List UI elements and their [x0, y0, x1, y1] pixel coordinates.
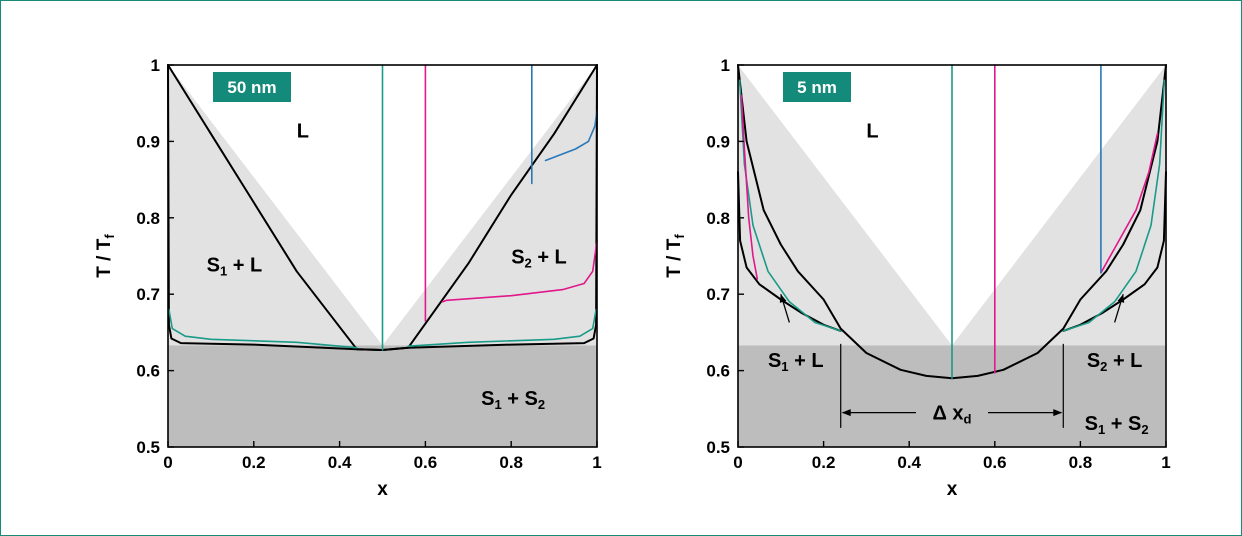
series-line-teal-4 — [1062, 79, 1166, 332]
series-line-black-1 — [737, 171, 842, 332]
series-line-magenta-8 — [1100, 133, 1159, 274]
plot-frame — [737, 64, 1167, 448]
region-label-3: S1 + S2 — [481, 388, 545, 412]
size-badge — [213, 72, 291, 102]
bulk-two-phase-region — [168, 65, 597, 346]
size-badge-label: 5 nm — [797, 78, 837, 97]
x-tick-label: 1 — [592, 453, 601, 472]
x-tick-label: 0.6 — [414, 453, 438, 472]
x-tick-label: 0.2 — [242, 453, 266, 472]
series-line-teal-3 — [738, 79, 842, 332]
x-axis-label: x — [377, 479, 388, 500]
region-label-2: S2 + L — [511, 247, 567, 271]
x-tick-label: 0.8 — [499, 453, 523, 472]
region-label-0: L — [866, 121, 878, 143]
label-arrow-head-0 — [779, 294, 787, 303]
x-tick-label: 0.8 — [1069, 453, 1093, 472]
y-tick-label: 0.9 — [706, 132, 730, 151]
series-line-teal-2 — [168, 308, 358, 349]
x-tick-label: 0 — [733, 453, 742, 472]
region-label-2: S2 + L — [1087, 350, 1143, 374]
x-tick-label: 0.6 — [983, 453, 1007, 472]
y-axis-label: T / Tf — [94, 234, 117, 278]
y-tick-label: 1 — [151, 56, 160, 75]
y-tick-label: 0.9 — [136, 132, 160, 151]
y-axis-label: T / Tf — [664, 234, 687, 278]
region-label-1: S1 + L — [207, 254, 263, 278]
x-tick-label: 1 — [1161, 453, 1170, 472]
x-tick-label: 0 — [163, 453, 172, 472]
y-tick-label: 0.8 — [706, 209, 730, 228]
series-line-teal-3 — [407, 308, 597, 348]
panel-5nm: Δ xd 0 0.2 0.4 0.6 0.8 1 0.5 0.6 0.7 0.8 0.9 1 x T / T… — [664, 56, 1171, 500]
size-badge-label: 50 nm — [227, 78, 276, 97]
x-tick-label: 0.4 — [897, 453, 921, 472]
y-tick-label: 0.5 — [136, 438, 160, 457]
y-tick-label: 0.6 — [136, 362, 160, 381]
panel-50nm: 0 0.2 0.4 0.6 0.8 1 0.5 0.6 0.7 0.8 0.9 1 x T / Tf 50 … — [94, 56, 602, 500]
region-label-0: L — [297, 121, 309, 143]
y-tick-label: 0.7 — [136, 285, 160, 304]
x-axis-label: x — [947, 479, 958, 500]
dimension-left-arrowhead — [841, 409, 851, 417]
solid-region — [168, 345, 597, 447]
series-line-magenta-6 — [441, 239, 598, 303]
plot-frame — [167, 64, 598, 448]
y-tick-label: 0.6 — [706, 362, 730, 381]
series-line-blue-8 — [544, 110, 598, 162]
series-line-black-2 — [1062, 171, 1167, 332]
y-tick-label: 0.8 — [136, 209, 160, 228]
y-tick-label: 0.7 — [706, 285, 730, 304]
x-tick-label: 0.4 — [328, 453, 352, 472]
y-tick-label: 1 — [721, 56, 730, 75]
series-line-magenta-6 — [740, 94, 759, 280]
y-tick-label: 0.5 — [706, 438, 730, 457]
label-arrow-head-1 — [1117, 294, 1125, 303]
size-badge — [783, 72, 851, 102]
region-label-1: S1 + L — [768, 350, 824, 374]
x-tick-label: 0.2 — [812, 453, 836, 472]
region-label-3: S1 + S2 — [1085, 413, 1149, 437]
delta-xd-label: Δ xd — [932, 403, 971, 427]
bulk-two-phase-region — [738, 65, 1166, 346]
dimension-right-arrowhead — [1053, 409, 1063, 417]
